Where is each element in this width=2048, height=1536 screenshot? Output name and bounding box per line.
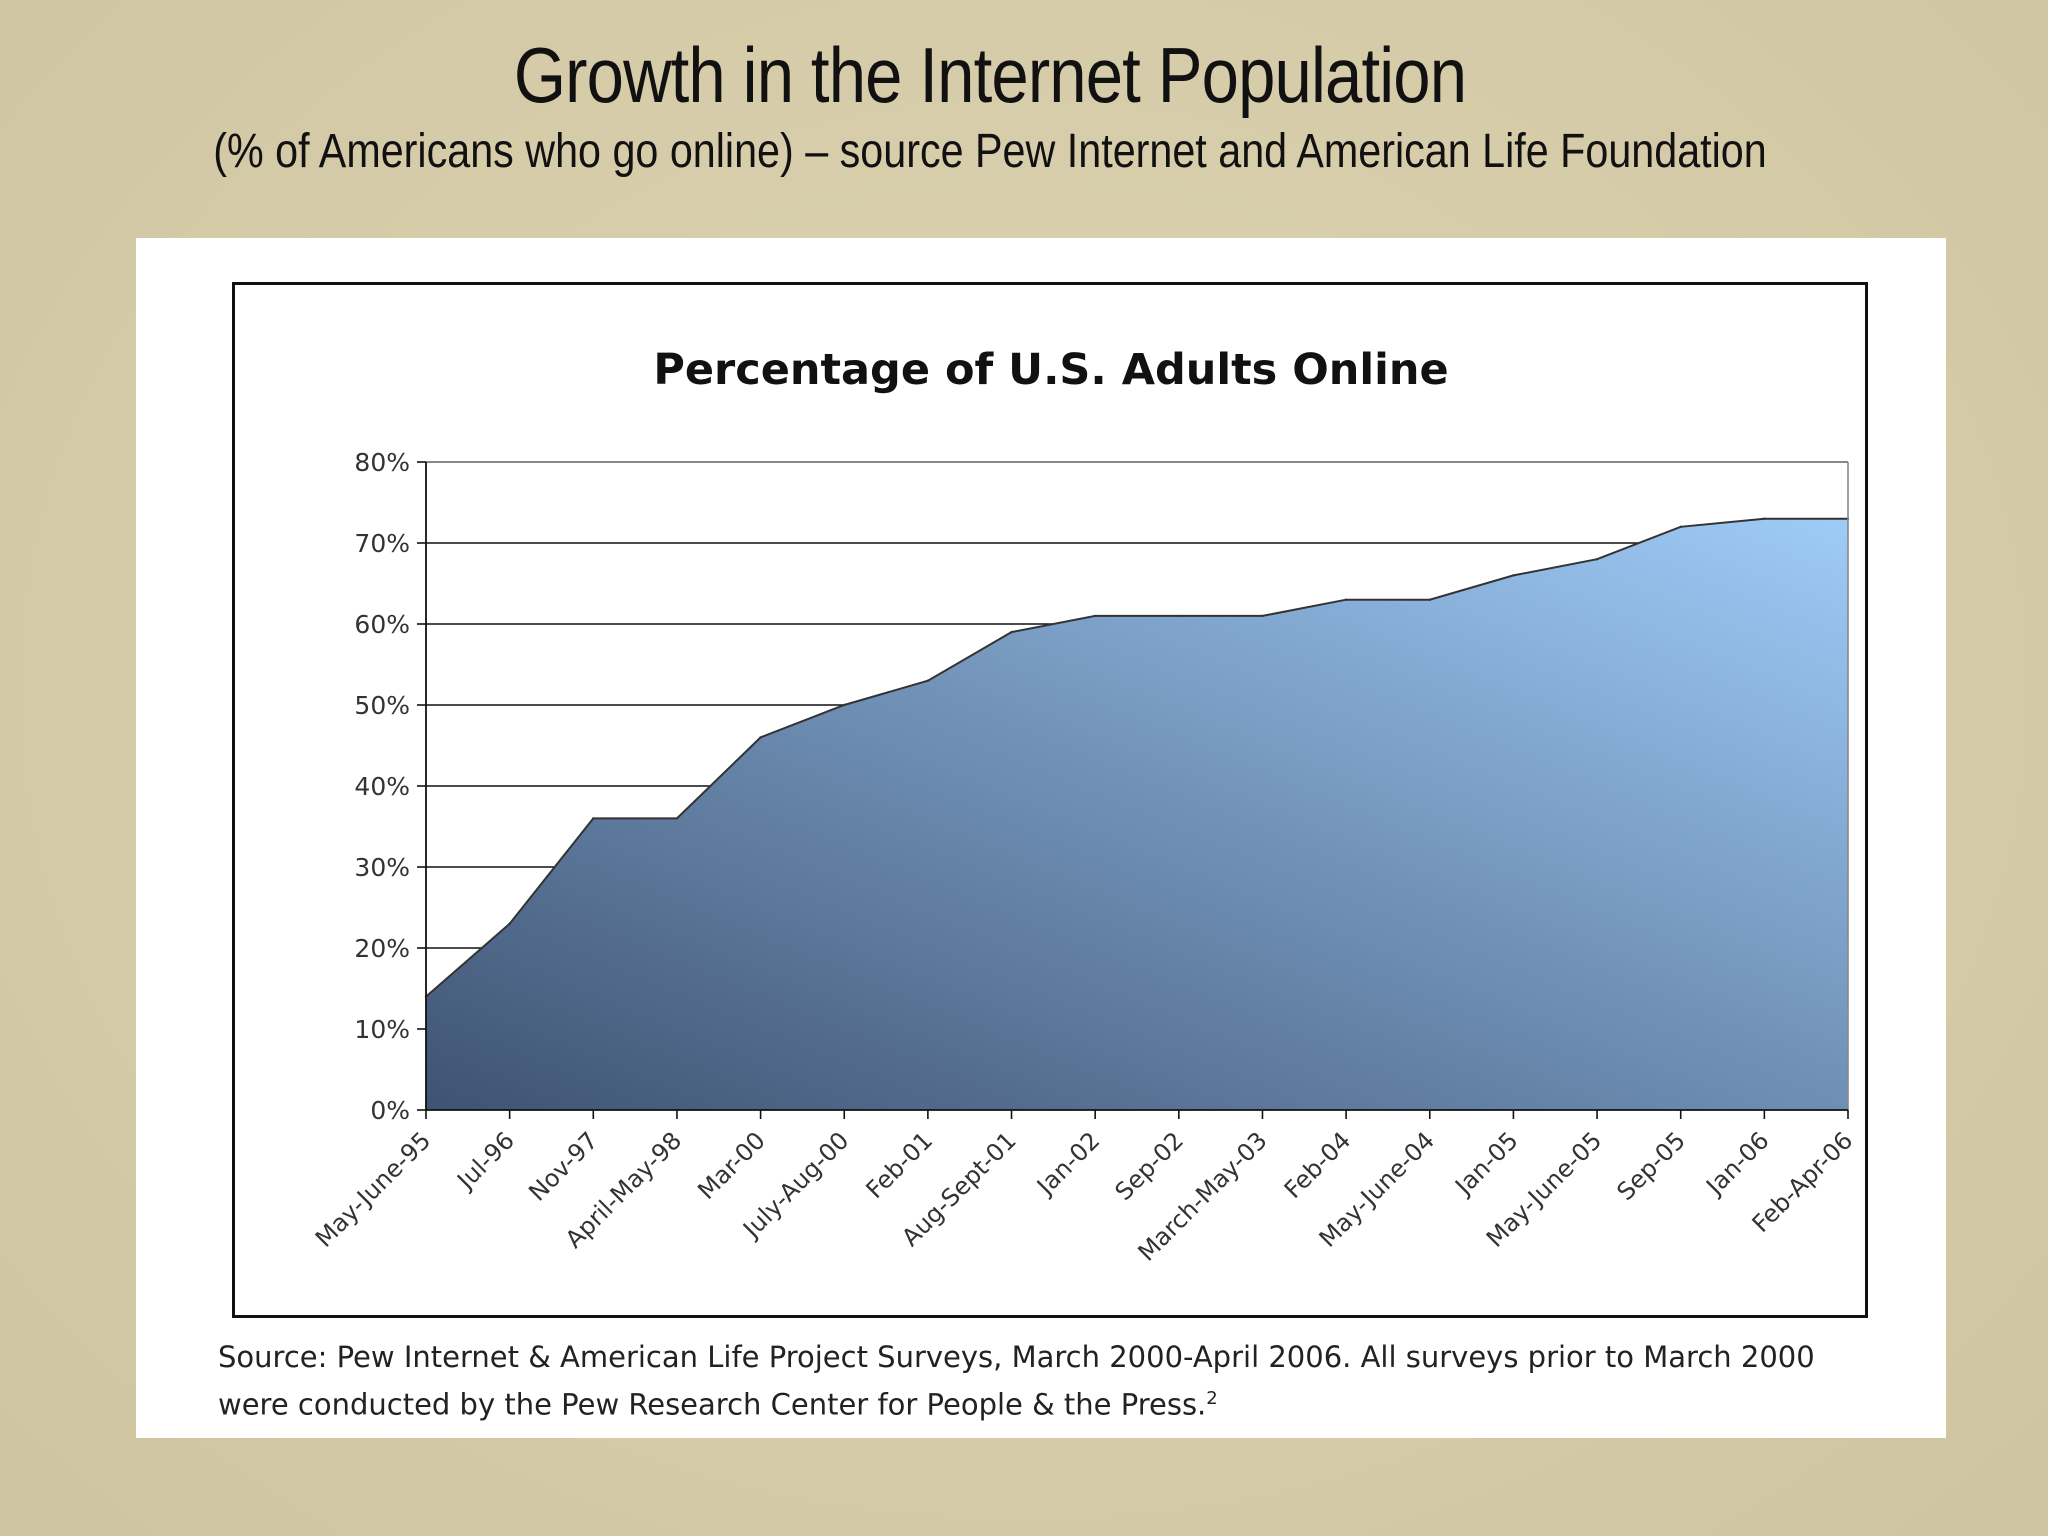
- data-point: [1512, 574, 1515, 577]
- y-tick-label: 30%: [354, 853, 410, 882]
- chart-panel: Percentage of U.S. Adults Online 0% 10% 20…: [136, 238, 1946, 1438]
- y-tick-label: 70%: [354, 529, 410, 558]
- y-tick-label: 60%: [354, 610, 410, 639]
- axes: [417, 461, 1849, 1119]
- data-point: [1010, 630, 1013, 634]
- data-point: [1679, 525, 1682, 528]
- data-point: [1763, 517, 1766, 520]
- data-point: [1093, 614, 1097, 618]
- data-point: [675, 817, 679, 820]
- source-line-2: were conducted by the Pew Research Cente…: [218, 1387, 1207, 1422]
- source-note: Source: Pew Internet & American Life Pro…: [218, 1336, 1918, 1426]
- area-series: [424, 517, 1850, 1110]
- data-point: [1344, 598, 1348, 601]
- data-point: [1177, 614, 1181, 618]
- x-tick-label: Feb-04: [1279, 1126, 1357, 1204]
- x-tick-label: Jan-05: [1449, 1126, 1524, 1201]
- data-point: [592, 817, 595, 820]
- area-chart: Percentage of U.S. Adults Online 0% 10% 20…: [310, 345, 1858, 1267]
- chart-title: Percentage of U.S. Adults Online: [653, 345, 1448, 395]
- x-tick-label: Jan-06: [1699, 1126, 1774, 1201]
- data-point: [1261, 614, 1264, 618]
- y-tick-label: 0%: [370, 1096, 410, 1125]
- source-line-1: Source: Pew Internet & American Life Pro…: [218, 1340, 1815, 1374]
- x-tick-label: May-June-95: [310, 1126, 436, 1252]
- slide-title: Growth in the Internet Population: [513, 31, 1467, 119]
- x-tick-label: Sep-02: [1110, 1126, 1190, 1206]
- y-tick-label: 10%: [354, 1015, 410, 1044]
- data-point: [759, 736, 762, 739]
- x-tick-label: Jul-96: [450, 1126, 519, 1195]
- data-point: [926, 679, 930, 682]
- data-point: [843, 703, 846, 707]
- y-tick-label: 20%: [354, 934, 410, 963]
- area-fill: [426, 518, 1848, 1110]
- x-tick-label: Jan-02: [1030, 1126, 1105, 1201]
- data-point: [1428, 598, 1431, 601]
- x-tick-label: Sep-05: [1611, 1126, 1691, 1206]
- source-line-2-wrap: were conducted by the Pew Research Cente…: [218, 1378, 1918, 1426]
- x-tick-label: Mar-00: [692, 1126, 770, 1204]
- data-point: [508, 922, 511, 925]
- y-tick-label: 50%: [354, 691, 410, 720]
- data-point: [1595, 558, 1599, 561]
- y-tick-labels: 0% 10% 20% 30% 40% 50% 60% 70% 80%: [354, 448, 410, 1125]
- y-tick-label: 80%: [354, 448, 410, 477]
- area-outline: [425, 517, 1848, 998]
- x-tick-label: Feb-01: [861, 1126, 939, 1204]
- footnote-mark: 2: [1206, 1388, 1218, 1409]
- slide-subtitle: (% of Americans who go online) – source …: [213, 125, 1767, 178]
- x-tick-label: Nov-97: [523, 1126, 603, 1206]
- y-tick-label: 40%: [354, 772, 410, 801]
